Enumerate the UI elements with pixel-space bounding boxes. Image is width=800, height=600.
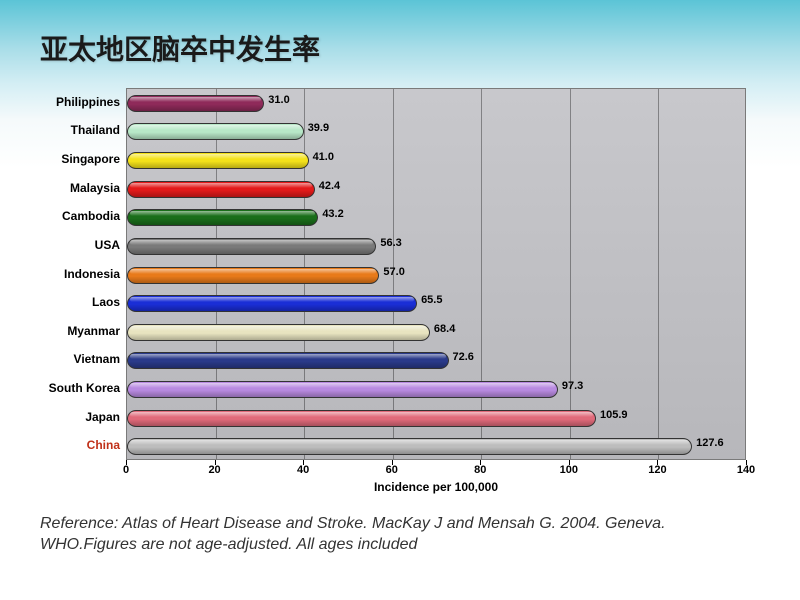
category-label: Japan [36, 410, 120, 424]
bar [127, 324, 430, 341]
slide-title: 亚太地区脑卒中发生率 [40, 28, 320, 68]
plot-area: 31.0 39.9 41.0 42.4 43.2 56.3 57.0 65.5 68.4 72.6… [126, 88, 746, 460]
bar-value-label: 42.4 [319, 180, 340, 192]
bar-row: 97.3 [127, 379, 745, 400]
bar-value-label: 72.6 [453, 351, 474, 363]
bar-row: 105.9 [127, 408, 745, 429]
bar-value-label: 97.3 [562, 380, 583, 392]
bar-row: 127.6 [127, 436, 745, 457]
x-tick-label: 140 [737, 464, 755, 476]
category-label: Myanmar [36, 324, 120, 338]
bar-row: 65.5 [127, 293, 745, 314]
bar-row: 57.0 [127, 265, 745, 286]
category-label: Indonesia [36, 267, 120, 281]
x-axis: 020406080100120140 [126, 460, 746, 480]
category-label: China [36, 438, 120, 452]
x-tick-label: 0 [123, 464, 129, 476]
bar [127, 438, 692, 455]
category-label: Cambodia [36, 209, 120, 223]
x-axis-title: Incidence per 100,000 [126, 480, 746, 494]
category-label: USA [36, 238, 120, 252]
bar-row: 31.0 [127, 93, 745, 114]
bar [127, 295, 417, 312]
category-label: Thailand [36, 123, 120, 137]
bar-row: 68.4 [127, 322, 745, 343]
bar-value-label: 57.0 [383, 266, 404, 278]
bar-row: 72.6 [127, 350, 745, 371]
bar [127, 267, 379, 284]
bar-value-label: 65.5 [421, 294, 442, 306]
bar-value-label: 31.0 [268, 94, 289, 106]
category-label: South Korea [36, 381, 120, 395]
category-label: Laos [36, 295, 120, 309]
x-tick-label: 120 [648, 464, 666, 476]
bar-value-label: 39.9 [308, 122, 329, 134]
bar [127, 410, 596, 427]
x-tick-label: 40 [297, 464, 309, 476]
bar [127, 381, 558, 398]
bar-value-label: 68.4 [434, 323, 455, 335]
category-label: Vietnam [36, 352, 120, 366]
x-tick-label: 20 [208, 464, 220, 476]
bar [127, 95, 264, 112]
category-label: Singapore [36, 152, 120, 166]
bar-value-label: 56.3 [380, 237, 401, 249]
bar-value-label: 41.0 [313, 151, 334, 163]
stroke-incidence-chart: 31.0 39.9 41.0 42.4 43.2 56.3 57.0 65.5 68.4 72.6… [36, 82, 756, 502]
bar-row: 39.9 [127, 121, 745, 142]
x-tick-label: 60 [386, 464, 398, 476]
bar-value-label: 43.2 [322, 208, 343, 220]
bar [127, 209, 318, 226]
bar-row: 42.4 [127, 179, 745, 200]
bar-value-label: 127.6 [696, 437, 724, 449]
x-tick-label: 80 [474, 464, 486, 476]
bar [127, 352, 449, 369]
bar-row: 41.0 [127, 150, 745, 171]
bar [127, 181, 315, 198]
slide: 亚太地区脑卒中发生率 31.0 39.9 41.0 42.4 43.2 56.3 57.0 6… [0, 0, 800, 600]
bar [127, 152, 309, 169]
bar-row: 56.3 [127, 236, 745, 257]
category-label: Philippines [36, 95, 120, 109]
bar [127, 238, 376, 255]
bar [127, 123, 304, 140]
bar-value-label: 105.9 [600, 409, 628, 421]
reference-text: Reference: Atlas of Heart Disease and St… [40, 514, 760, 556]
category-label: Malaysia [36, 181, 120, 195]
bar-row: 43.2 [127, 207, 745, 228]
x-tick-label: 100 [560, 464, 578, 476]
